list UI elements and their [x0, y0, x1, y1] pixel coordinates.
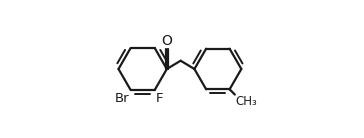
- Text: Br: Br: [114, 92, 129, 105]
- Text: F: F: [156, 92, 163, 105]
- Text: O: O: [161, 34, 172, 48]
- Text: CH₃: CH₃: [236, 95, 257, 108]
